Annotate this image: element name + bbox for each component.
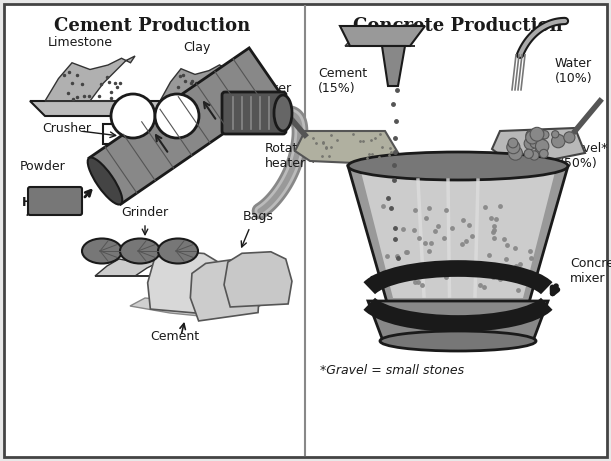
Text: Water
(10%): Water (10%) [555,57,593,85]
Text: Powder: Powder [20,160,66,172]
Polygon shape [89,48,281,204]
Polygon shape [492,128,585,161]
Text: Crusher: Crusher [42,123,91,136]
Polygon shape [191,259,260,321]
Ellipse shape [348,152,568,180]
Polygon shape [368,301,548,341]
Polygon shape [360,168,556,298]
Text: Cement
(15%): Cement (15%) [318,67,367,95]
Polygon shape [348,166,568,306]
Circle shape [541,130,549,139]
Polygon shape [45,56,135,101]
Circle shape [525,130,539,144]
Polygon shape [382,46,405,86]
Polygon shape [160,63,230,101]
Text: Cement: Cement [150,330,200,343]
Circle shape [111,94,155,138]
Text: Bags: Bags [243,210,274,223]
Ellipse shape [274,95,292,131]
Text: Gravel*
(50%): Gravel* (50%) [560,142,607,170]
Text: *Gravel = small stones: *Gravel = small stones [320,365,464,378]
Text: Rotating
heater: Rotating heater [265,142,318,170]
Circle shape [552,130,559,138]
Circle shape [540,149,548,158]
Ellipse shape [88,158,122,205]
Circle shape [533,134,540,140]
Text: Sand
(25%): Sand (25%) [310,137,348,165]
Circle shape [524,137,536,150]
Polygon shape [148,251,222,315]
Circle shape [508,138,518,148]
Ellipse shape [82,238,122,264]
Polygon shape [130,298,260,316]
Circle shape [530,151,539,160]
Circle shape [507,141,520,154]
Circle shape [530,138,540,148]
Text: Heat: Heat [22,196,55,209]
Text: Cement Production: Cement Production [54,17,250,35]
Polygon shape [345,24,415,46]
Circle shape [524,149,533,159]
Text: Concrete Production: Concrete Production [353,17,563,35]
FancyBboxPatch shape [28,187,82,215]
Text: Clay: Clay [183,41,211,54]
Circle shape [552,134,565,148]
Polygon shape [295,131,400,163]
Circle shape [508,146,522,160]
Text: Concrete
mixer: Concrete mixer [570,257,611,285]
Polygon shape [340,26,425,46]
Text: Grinder: Grinder [122,206,169,219]
Circle shape [535,133,545,142]
Ellipse shape [120,238,160,264]
Circle shape [564,132,575,143]
Circle shape [535,145,544,154]
FancyBboxPatch shape [4,4,607,457]
Text: Mixer: Mixer [258,82,292,95]
Polygon shape [30,101,270,116]
Circle shape [526,130,535,140]
Circle shape [155,94,199,138]
FancyBboxPatch shape [222,92,286,134]
Ellipse shape [380,331,536,351]
Polygon shape [224,252,292,307]
Text: Limestone: Limestone [48,36,112,49]
Circle shape [530,127,544,141]
Polygon shape [95,256,175,276]
Circle shape [535,140,549,153]
Circle shape [565,132,572,139]
Ellipse shape [158,238,198,264]
